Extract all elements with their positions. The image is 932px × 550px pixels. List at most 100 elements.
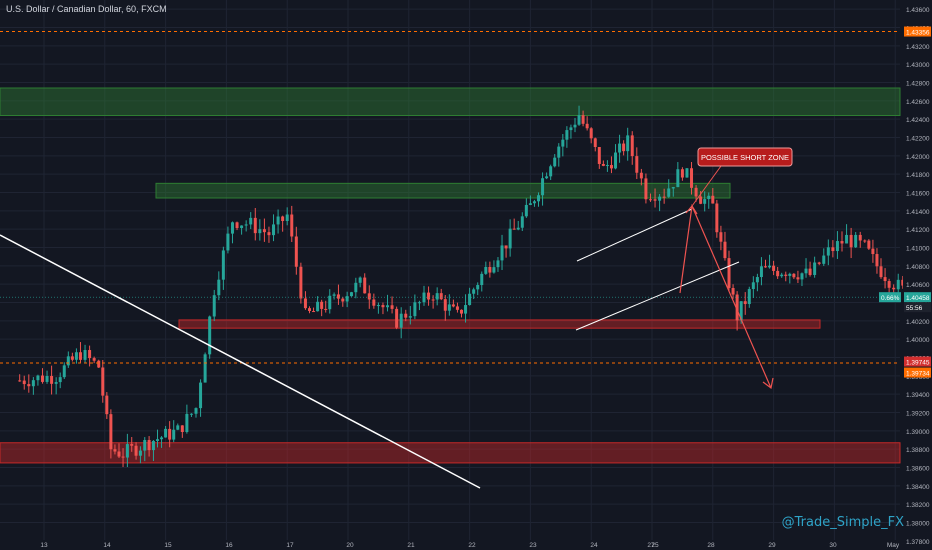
candle-body	[573, 124, 577, 128]
author-watermark: @Trade_Simple_FX	[781, 515, 904, 530]
candle-body	[244, 224, 248, 226]
supply-zone-mid	[155, 182, 731, 199]
countdown-label-bg	[904, 302, 931, 313]
candle-body	[622, 143, 626, 152]
candle-body	[408, 316, 412, 318]
price-axis: 1.436001.434001.432001.430001.428001.426…	[879, 0, 932, 550]
candle-body	[58, 377, 62, 383]
current-pct-label: 0.66%	[881, 295, 900, 302]
candle-body	[113, 449, 117, 452]
dashed-low-price-label: 1.39734	[906, 371, 930, 378]
candle-body	[516, 227, 520, 230]
candle-body	[768, 265, 772, 268]
dashed-high-price-label-bg	[904, 356, 931, 367]
candle-body	[875, 254, 879, 267]
candle-body	[723, 241, 727, 259]
price-tick-label: 1.41600	[906, 191, 930, 198]
candle-body	[707, 195, 711, 200]
candle-body	[835, 241, 839, 252]
candle-body	[50, 375, 54, 384]
candle-body	[336, 294, 340, 299]
time-tick-label: 21	[407, 542, 415, 549]
candle-body	[703, 199, 707, 204]
candle-body	[601, 163, 605, 166]
current-pct-label-bg	[879, 292, 901, 303]
price-zones	[0, 87, 901, 464]
candle-body	[22, 380, 26, 385]
candle-body	[281, 216, 285, 221]
price-tick-label: 1.42000	[906, 154, 930, 161]
top-dashed-price-label-bg	[904, 26, 931, 37]
candle-body	[690, 168, 694, 188]
time-tick-label: 17	[286, 542, 294, 549]
candle-body	[614, 152, 618, 169]
candle-body	[45, 375, 49, 382]
candle-body	[125, 444, 129, 458]
candle-body	[180, 425, 184, 433]
candle-body	[751, 282, 755, 290]
candle-body	[780, 274, 784, 277]
dashed-low-price-label-bg	[904, 367, 931, 378]
candle-body	[276, 216, 280, 225]
candle-body	[524, 204, 528, 217]
candle-body	[176, 425, 180, 430]
candle-body	[404, 313, 408, 318]
price-tick-label: 1.41000	[906, 246, 930, 253]
price-tick-label: 1.43200	[906, 44, 930, 51]
candle-body	[390, 305, 394, 309]
candle-body	[676, 169, 680, 188]
candle-body	[439, 293, 443, 300]
candle-body	[36, 375, 40, 381]
price-tick-label: 1.40200	[906, 319, 930, 326]
candle-body	[755, 277, 759, 283]
candle-body	[561, 139, 565, 147]
price-tick-label: 1.40800	[906, 264, 930, 271]
candle-body	[31, 380, 35, 387]
time-tick-label: 20	[346, 542, 354, 549]
candle-body	[345, 296, 349, 302]
candle-body	[249, 217, 253, 225]
candle-body	[593, 138, 597, 148]
candle-body	[349, 292, 353, 297]
candle-body	[464, 305, 468, 314]
candle-body	[105, 395, 109, 415]
price-tick-label: 1.41800	[906, 172, 930, 179]
candle-body	[735, 294, 739, 321]
candle-body	[609, 165, 613, 169]
candle-body	[549, 166, 553, 177]
candle-body	[569, 127, 573, 131]
candle-body	[194, 408, 198, 414]
candle-body	[831, 247, 835, 252]
time-tick-label: 29	[768, 542, 776, 549]
candle-body	[901, 279, 905, 286]
time-tick-label: 22	[468, 542, 476, 549]
candle-body	[121, 456, 125, 458]
candle-body	[138, 450, 142, 456]
candle-body	[358, 277, 362, 283]
candle-body	[849, 234, 853, 248]
candle-body	[581, 115, 585, 124]
chart-title: U.S. Dollar / Canadian Dollar, 60, FXCM	[6, 4, 167, 14]
candle-body	[230, 222, 234, 234]
candle-body	[267, 232, 271, 236]
candle-body	[747, 289, 751, 305]
candle-body	[476, 285, 480, 290]
candle-body	[883, 277, 887, 282]
candle-body	[577, 115, 581, 125]
candle-body	[496, 260, 500, 268]
candle-body	[262, 229, 266, 233]
candle-body	[796, 277, 800, 280]
candle-body	[328, 295, 332, 310]
price-tick-label: 1.39000	[906, 429, 930, 436]
price-tick-label: 1.40000	[906, 337, 930, 344]
time-tick-label: 16	[225, 542, 233, 549]
candle-body	[667, 188, 671, 197]
candle-body	[817, 262, 821, 264]
candle-body	[648, 199, 652, 201]
candle-body	[427, 292, 431, 300]
candle-body	[871, 248, 875, 255]
candle-body	[185, 413, 189, 433]
annotation-pointer	[691, 165, 722, 207]
candle-body	[680, 169, 684, 178]
